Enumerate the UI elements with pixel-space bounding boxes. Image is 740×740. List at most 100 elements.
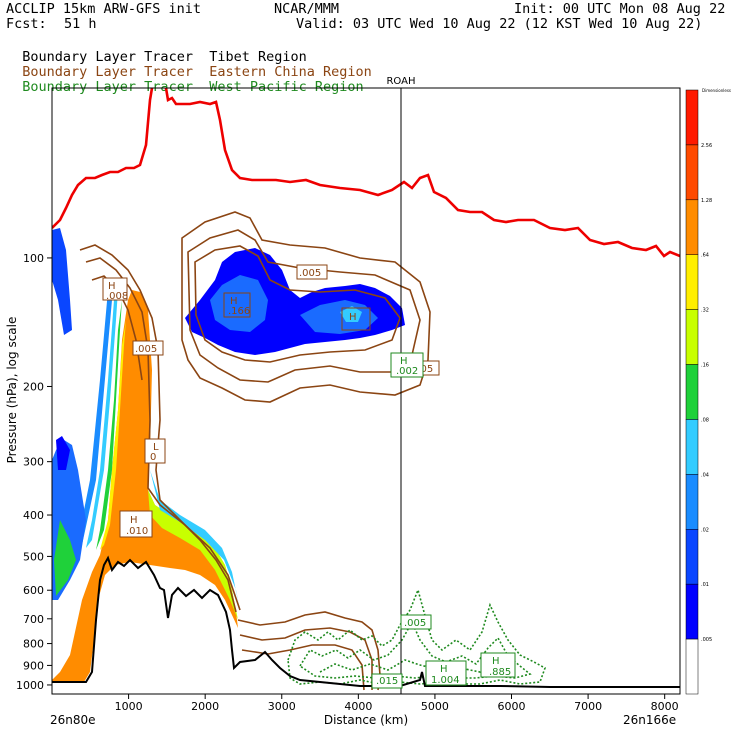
legend-region-tibet: Tibet Region	[209, 49, 307, 65]
tracer-yellow-band	[100, 320, 126, 550]
x-tick-label: 1000	[115, 700, 143, 713]
annot-L-val: 0	[150, 452, 156, 463]
x-tick-label: 3000	[268, 700, 296, 713]
colorbar-level-label: .64	[701, 253, 709, 259]
valid-time: Valid: 03 UTC Wed 10 Aug 22 (12 KST Wed …	[296, 16, 703, 32]
annot-blob-H1: H	[230, 296, 238, 307]
china-lower-3	[241, 644, 365, 691]
colorbar-level-label: 2.56	[701, 143, 712, 149]
y-tick-label: 400	[23, 509, 44, 522]
annot-box-pacific-015	[371, 673, 403, 689]
annot-pacific-Hb: H	[440, 664, 448, 675]
annot-pacific-Hb-val: 1.004	[431, 675, 460, 686]
annot-pacific-015: .015	[376, 676, 398, 687]
tracer-orange-fill	[52, 290, 238, 682]
legend-line-tibet: Boundary Layer Tracer Tibet Region	[6, 35, 307, 65]
plot-frame	[51, 87, 681, 695]
tracer-green-band	[96, 300, 122, 550]
annot-box-blob-H2	[341, 307, 371, 331]
annot-blob-H1-val: .166	[228, 306, 250, 317]
legend-prefix: Boundary Layer Tracer	[22, 79, 193, 95]
fcst-label: Fcst:	[6, 16, 47, 32]
x-axis: 1000 2000 3000 4000 5000 6000 7000 8000	[115, 694, 679, 713]
annot-box-L	[144, 438, 166, 464]
model-title: ACCLIP 15km ARW-GFS init	[6, 1, 202, 17]
tibet-terrain	[52, 555, 680, 688]
annot-H010-val: .010	[126, 526, 148, 537]
colorbar-swatch	[685, 364, 699, 420]
annot-pacific-005: .005	[404, 618, 426, 629]
colorbar-swatch	[685, 254, 699, 310]
annot-box-china-H	[102, 277, 128, 301]
tropopause-line	[52, 88, 680, 258]
colorbar-swatch	[685, 638, 699, 695]
center-title: NCAR/MMM	[274, 1, 340, 17]
annot-box-pacific-Ha	[390, 352, 424, 378]
y-tick-label: 500	[23, 550, 44, 563]
colorbar: 2.56 1.28 .64 .32 .16 .08 .04 .02 .01 .005	[685, 89, 712, 695]
colorbar-level-label: .02	[701, 527, 709, 533]
legend-line-pacific: Boundary Layer Tracer West Pacific Regio…	[6, 65, 364, 95]
x-tick-label: 5000	[421, 700, 449, 713]
annot-pacific-Hc-val: .885	[489, 667, 511, 678]
y-tick-label: 900	[23, 659, 44, 672]
colorbar-swatch	[685, 419, 699, 475]
tracer-blue-column	[76, 280, 116, 555]
init-time: Init: 00 UTC Mon 08 Aug 22	[514, 1, 726, 17]
annot-china-H-val: .008	[106, 291, 128, 302]
annot-L: L	[153, 442, 159, 453]
tracer-blue-lobe-upper	[52, 228, 72, 335]
annot-china-005b: .005	[299, 268, 321, 279]
annot-box-blob-H1	[223, 292, 251, 318]
colorbar-level-label: 1.28	[701, 198, 712, 204]
annot-box-pacific-005	[400, 614, 432, 630]
annot-H010: H	[130, 515, 138, 526]
y-tick-label: 300	[23, 456, 44, 469]
colorbar-swatch	[685, 583, 699, 640]
y-tick-label: 600	[23, 584, 44, 597]
annot-pacific-Ha: H	[400, 356, 408, 367]
annot-china-H: H	[108, 281, 116, 292]
china-plume-left2	[85, 257, 241, 611]
annot-box-pacific-Hc	[480, 652, 516, 678]
x-end-label: 26n166e	[623, 713, 676, 727]
annot-pacific-Hc: H	[492, 656, 500, 667]
annot-box-H010	[119, 510, 153, 538]
x-tick-label: 4000	[344, 700, 372, 713]
annot-blob-H2: H	[349, 312, 357, 323]
legend-region-pacific: West Pacific Region	[209, 79, 364, 95]
x-tick-label: 8000	[651, 700, 679, 713]
colorbar-title: Dimensionless	[702, 88, 731, 93]
y-tick-label: 800	[23, 638, 44, 651]
legend-prefix: Boundary Layer Tracer	[22, 49, 193, 65]
tracer-blue-lobe-mid	[56, 436, 70, 470]
tracer-cyan-band	[86, 290, 118, 548]
tracer-upper-blob-cyan	[340, 306, 362, 322]
tracer-green-lobe-lower	[54, 520, 76, 596]
y-tick-label: 1000	[16, 679, 44, 692]
china-plume-left	[79, 244, 237, 613]
annot-box-china-005b	[296, 264, 328, 280]
china-lower-2	[239, 627, 373, 690]
x-tick-label: 7000	[574, 700, 602, 713]
legend-prefix: Boundary Layer Tracer	[22, 64, 193, 80]
colorbar-level-label: .01	[701, 582, 709, 588]
y-tick-label: 200	[23, 380, 44, 393]
colorbar-swatch	[685, 89, 699, 146]
tracer-upper-blob-light	[210, 275, 268, 332]
y-axis-label: Pressure (hPa), log scale	[5, 317, 19, 464]
colorbar-swatch	[685, 474, 699, 530]
colorbar-level-label: .32	[701, 308, 709, 314]
annot-china-005a: .005	[135, 344, 157, 355]
colorbar-level-label: .04	[701, 472, 709, 478]
x-start-label: 26n80e	[50, 713, 96, 727]
fcst-value: 51 h	[64, 16, 97, 32]
colorbar-swatch	[685, 199, 699, 255]
y-tick-label: 700	[23, 613, 44, 626]
china-lower-1	[237, 611, 381, 691]
x-tick-label: 2000	[191, 700, 219, 713]
colorbar-swatch	[685, 309, 699, 365]
pacific-contour-1	[287, 587, 546, 685]
y-tick-label: 100	[23, 252, 44, 265]
